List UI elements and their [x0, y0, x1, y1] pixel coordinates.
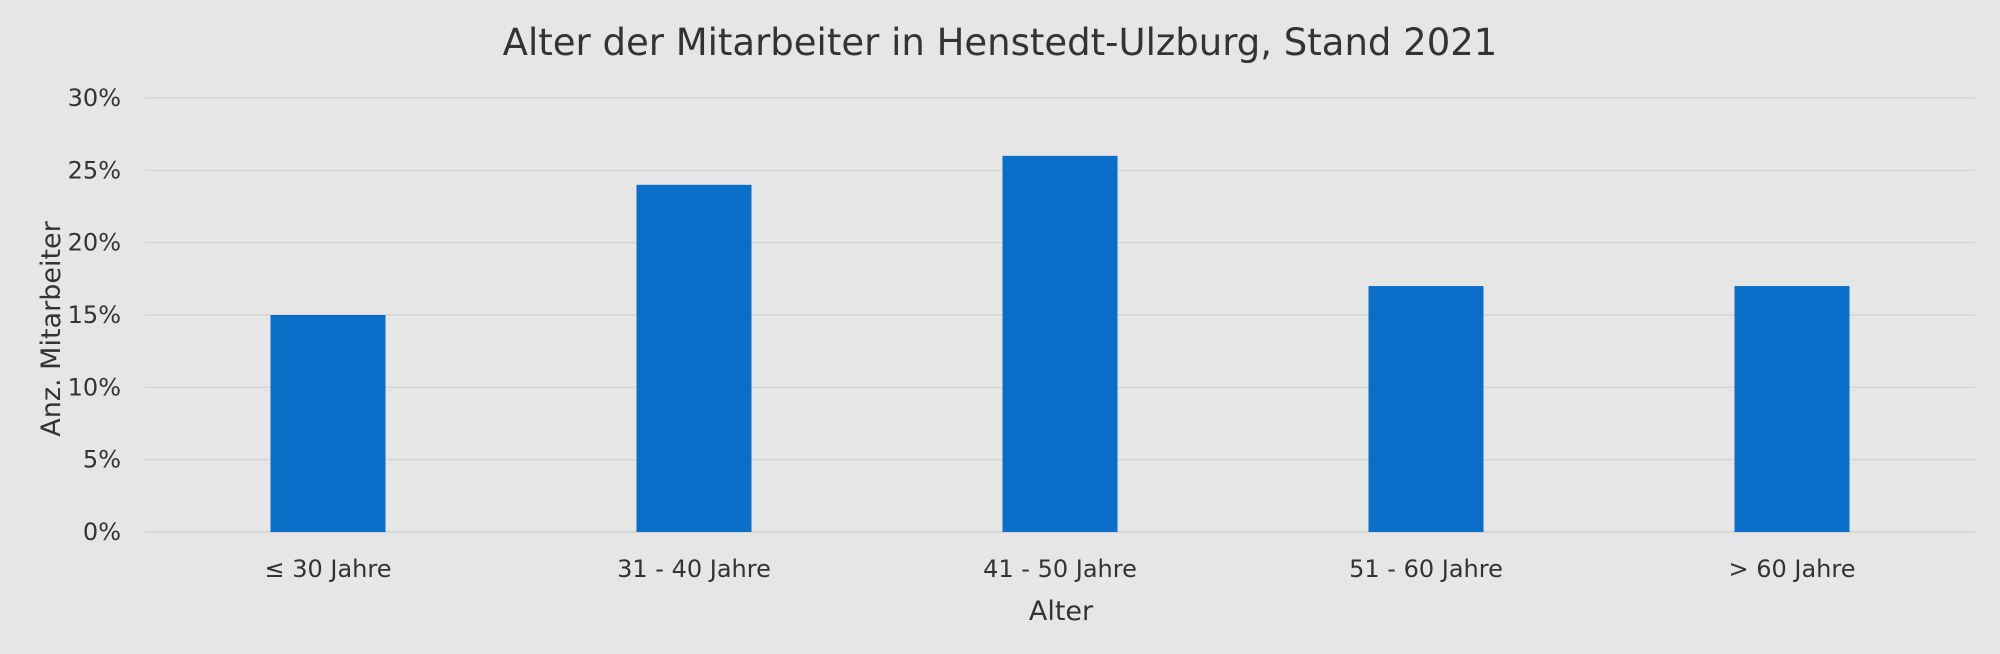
y-tick-label: 5%: [83, 446, 121, 474]
bars: [270, 155, 1850, 533]
bar-2: [636, 184, 752, 533]
y-tick-label: 10%: [68, 373, 121, 401]
bar-5: [1734, 286, 1850, 532]
x-axis-ticks: ≤ 30 Jahre 31 - 40 Jahre 41 - 50 Jahre 51 -…: [264, 555, 1855, 583]
bar-1: [270, 315, 386, 532]
y-axis-title: Anz. Mitarbeiter: [36, 220, 67, 436]
bar-4: [1368, 286, 1484, 532]
x-tick-label: ≤ 30 Jahre: [264, 555, 391, 583]
y-tick-label: 25%: [68, 156, 121, 184]
x-tick-label: 31 - 40 Jahre: [617, 555, 771, 583]
x-tick-label: > 60 Jahre: [1728, 555, 1855, 583]
y-tick-label: 20%: [68, 229, 121, 257]
x-tick-label: 41 - 50 Jahre: [983, 555, 1137, 583]
x-axis-title: Alter: [1029, 596, 1094, 627]
x-tick-label: 51 - 60 Jahre: [1349, 555, 1503, 583]
chart-title: Alter der Mitarbeiter in Henstedt-Ulzbur…: [503, 21, 1498, 64]
y-tick-label: 30%: [68, 84, 121, 112]
y-tick-label: 15%: [68, 301, 121, 329]
y-axis-ticks: 0% 5% 10% 15% 20% 25% 30%: [68, 84, 121, 546]
y-tick-label: 0%: [83, 518, 121, 546]
bar-3: [1002, 155, 1118, 532]
